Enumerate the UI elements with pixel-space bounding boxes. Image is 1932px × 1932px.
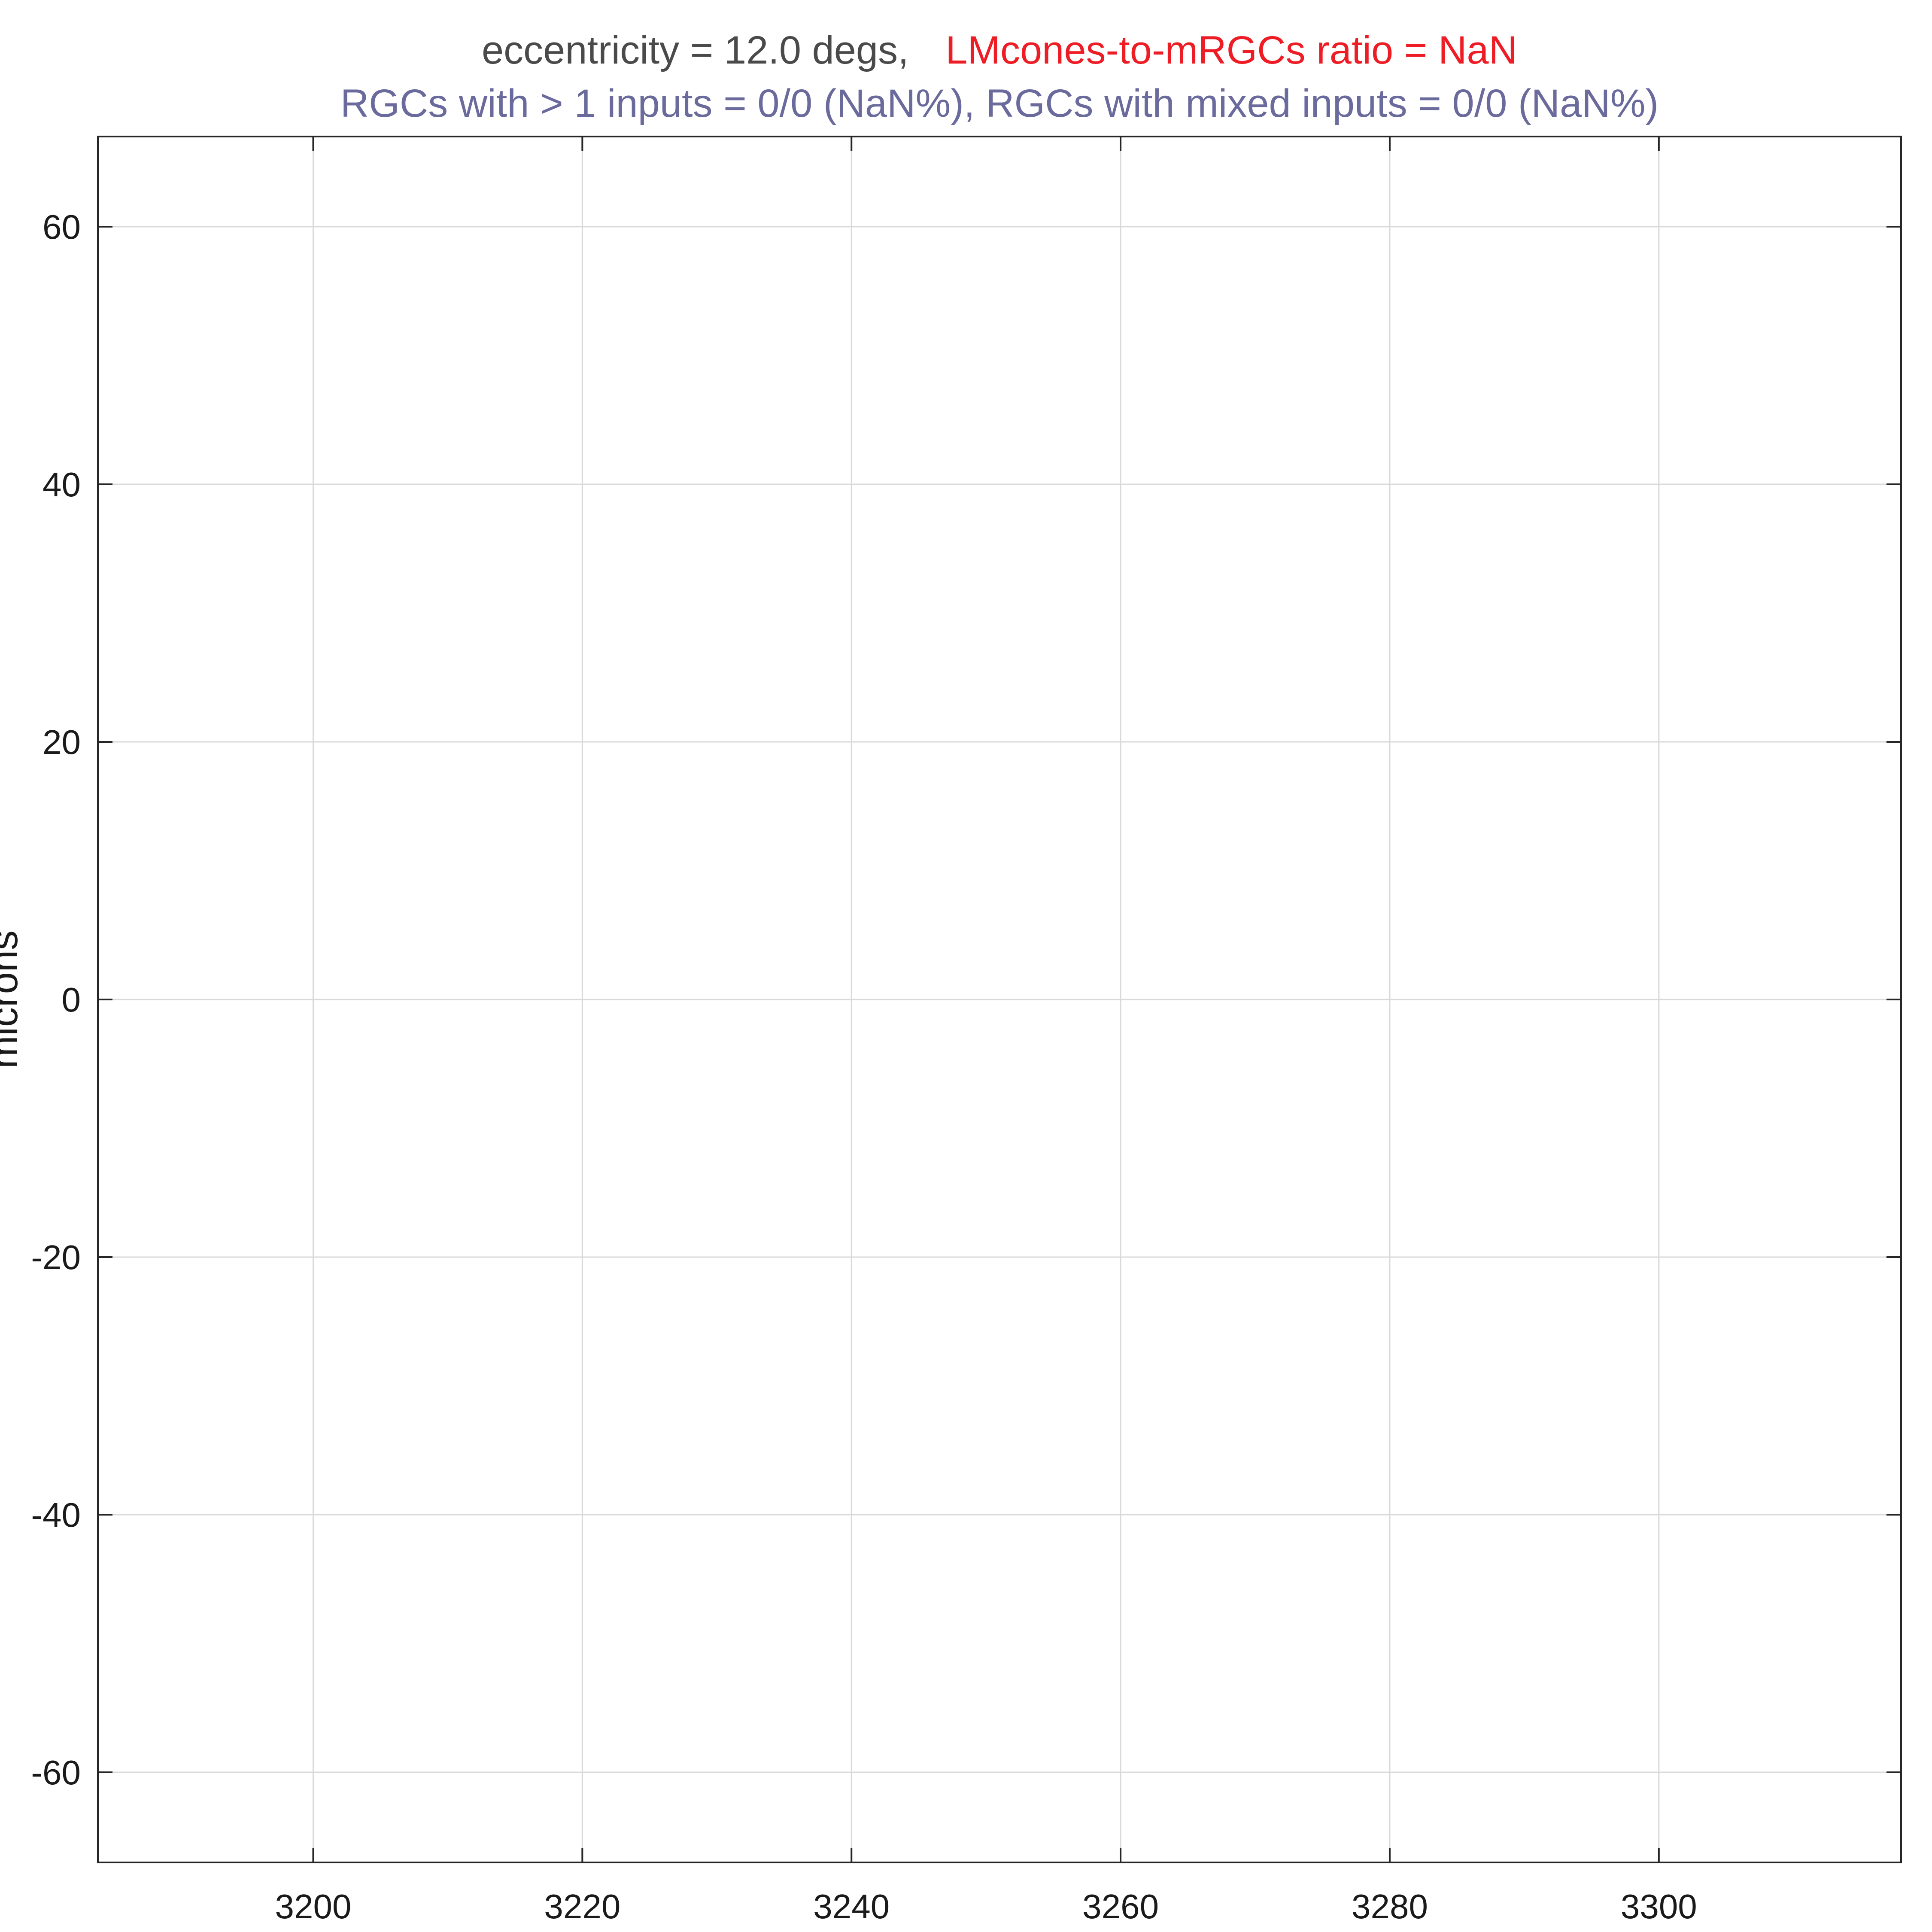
- x-tick-label: 3200: [275, 1887, 352, 1926]
- y-axis-label: microns: [0, 930, 26, 1069]
- x-tick-label: 3240: [813, 1887, 890, 1926]
- x-tick-label: 3280: [1352, 1887, 1428, 1926]
- x-tick-label: 3260: [1082, 1887, 1159, 1926]
- y-tick-label: -20: [31, 1238, 81, 1276]
- x-axis-tick-labels: 3200 3220 3240 3260 3280 3300: [275, 1887, 1697, 1926]
- title-part-ratio: LMcones-to-mRGCs ratio = NaN: [945, 28, 1517, 72]
- chart-title-line1: eccentricity = 12.0 degs, LMcones-to-mRG…: [482, 28, 1517, 72]
- y-tick-label: 0: [62, 981, 81, 1019]
- chart-title-line2: RGCs with > 1 inputs = 0/0 (NaN%), RGCs …: [340, 82, 1659, 125]
- y-tick-label: -40: [31, 1496, 81, 1534]
- x-tick-label: 3220: [544, 1887, 620, 1926]
- grid: [98, 137, 1901, 1862]
- y-tick-label: 60: [43, 208, 81, 246]
- y-axis-tick-labels: 60 40 20 0 -20 -40 -60: [31, 208, 81, 1792]
- axis-ticks: [98, 137, 1901, 1862]
- y-tick-label: 40: [43, 465, 81, 504]
- x-tick-label: 3300: [1621, 1887, 1697, 1926]
- y-tick-label: 20: [43, 723, 81, 761]
- title-part-eccentricity: eccentricity = 12.0 degs,: [482, 28, 909, 72]
- y-tick-label: -60: [31, 1753, 81, 1792]
